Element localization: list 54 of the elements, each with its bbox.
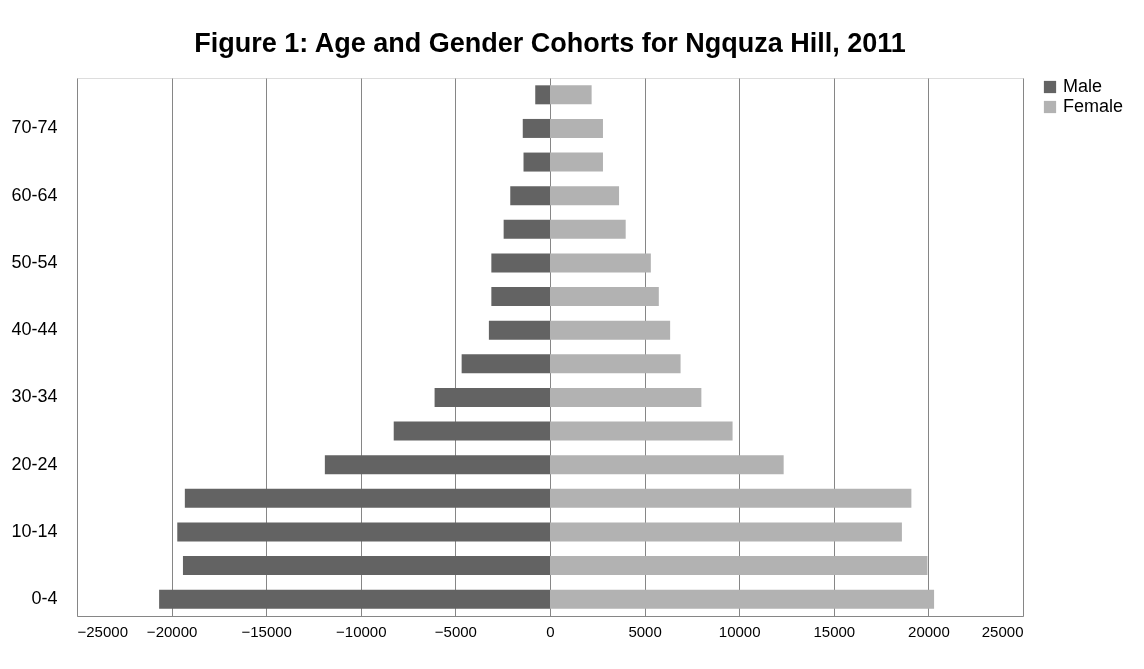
x-tick-label: −15000: [241, 622, 292, 640]
bar: [184, 488, 550, 508]
x-tick-label: 0: [546, 622, 555, 640]
x-tick-label: 10000: [718, 622, 761, 640]
bar: [177, 522, 550, 542]
y-tick-label: 60-64: [11, 184, 58, 205]
bar: [324, 455, 550, 475]
x-tick-label: 15000: [813, 622, 856, 640]
x-tick-label: −10000: [336, 622, 387, 640]
bar: [550, 253, 651, 273]
bar: [182, 556, 550, 576]
bar: [393, 421, 550, 441]
bar: [550, 354, 681, 374]
x-tick-label: −25000: [77, 622, 128, 640]
chart-title: Figure 1: Age and Gender Cohorts for Ngquza Hill, 2011: [194, 28, 906, 58]
bar: [522, 118, 550, 138]
y-tick-label: 50-54: [11, 251, 58, 272]
bar: [550, 118, 603, 138]
x-tick-label: 25000: [981, 622, 1024, 640]
bar: [550, 287, 659, 307]
bar: [461, 354, 550, 374]
bar: [550, 589, 935, 609]
bar: [491, 287, 550, 307]
y-tick-label: 10-14: [11, 520, 58, 541]
bar: [510, 186, 550, 206]
bar: [434, 387, 550, 407]
y-tick-label: 30-34: [11, 386, 58, 407]
bar: [550, 320, 671, 340]
bar: [550, 522, 902, 542]
y-tick-label: 70-74: [11, 117, 58, 138]
bar: [535, 85, 550, 105]
x-tick-label: −5000: [434, 622, 477, 640]
bar: [550, 421, 733, 441]
bar: [550, 152, 603, 172]
bar: [550, 219, 626, 239]
legend-label: Female: [1063, 96, 1124, 116]
legend-label: Male: [1063, 76, 1103, 96]
bar: [550, 556, 928, 576]
x-tick-label: −20000: [146, 622, 198, 640]
y-tick-label: 0-4: [31, 588, 58, 609]
bar: [523, 152, 550, 172]
x-tick-label: 5000: [628, 622, 662, 640]
bar: [503, 219, 550, 239]
bar: [550, 85, 592, 105]
bar: [491, 253, 550, 273]
y-tick-label: 40-44: [11, 319, 58, 340]
bar: [159, 589, 550, 609]
bar: [550, 488, 912, 508]
bar: [488, 320, 550, 340]
bar: [550, 455, 784, 475]
x-tick-label: 20000: [908, 622, 950, 640]
bar: [550, 186, 620, 206]
bar: [550, 387, 702, 407]
y-tick-label: 20-24: [11, 453, 58, 474]
